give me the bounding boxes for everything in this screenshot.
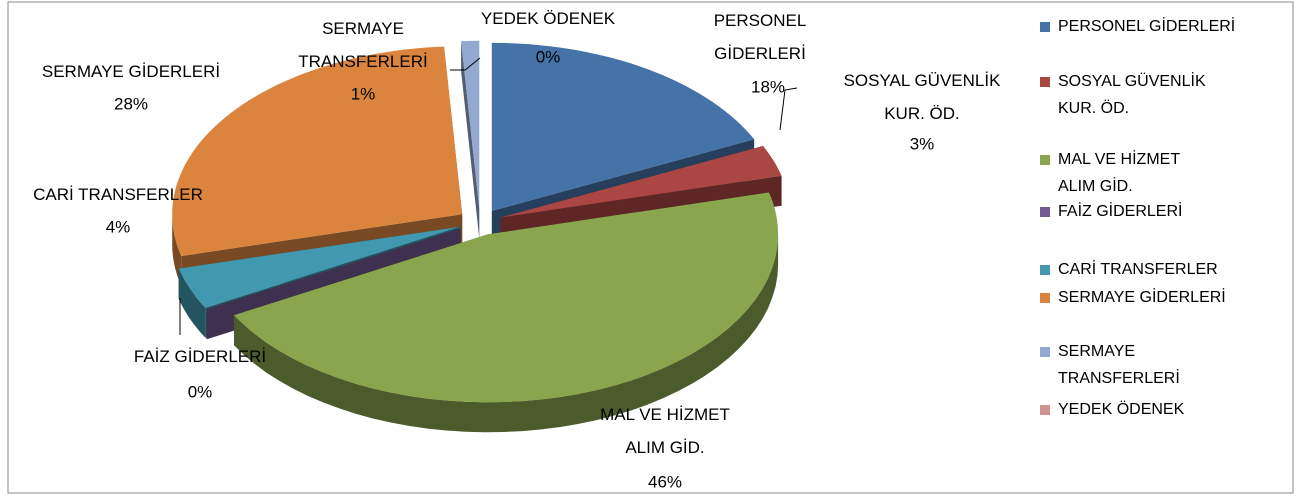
data-label-value: 1%	[351, 84, 376, 103]
legend-swatch	[1040, 207, 1050, 217]
legend-label: MAL VE HİZMET ALIM GİD.	[1058, 149, 1180, 195]
data-label-name: FAİZ GİDERLERİ	[134, 347, 266, 366]
leader-line	[779, 87, 798, 131]
leader-line	[450, 57, 481, 71]
data-label-value: 0%	[188, 382, 213, 401]
data-label-name: SOSYAL GÜVENLİK KUR. ÖD.	[844, 71, 1001, 123]
data-label-name: YEDEK ÖDENEK	[481, 9, 616, 28]
legend-swatch	[1040, 77, 1050, 87]
data-label-name: MAL VE HİZMET ALIM GİD.	[600, 405, 730, 457]
slice	[178, 226, 460, 308]
legend-label: FAİZ GİDERLERİ	[1058, 201, 1182, 220]
data-label-name: PERSONEL GİDERLERİ	[714, 11, 807, 63]
data-label-name: SERMAYE GİDERLERİ	[42, 62, 220, 81]
data-label-name: SERMAYE TRANSFERLERİ	[298, 19, 427, 71]
slice-radial-wall	[461, 41, 480, 239]
data-label-value: 4%	[106, 217, 131, 236]
slice	[172, 46, 463, 256]
legend-label: CARİ TRANSFERLER	[1058, 259, 1218, 278]
data-label-value: 0%	[536, 47, 561, 66]
legend-label: SERMAYE TRANSFERLERİ	[1058, 343, 1180, 387]
slice	[461, 40, 480, 209]
legend-swatch	[1040, 405, 1050, 415]
data-label-name: CARİ TRANSFERLER	[33, 185, 203, 204]
data-label-value: 46%	[648, 472, 682, 491]
legend-swatch	[1040, 265, 1050, 275]
slice-side	[234, 234, 779, 433]
legend-swatch	[1040, 293, 1050, 303]
data-label-value: 3%	[910, 134, 935, 153]
legend-label: SERMAYE GİDERLERİ	[1058, 287, 1226, 306]
legend-swatch	[1040, 347, 1050, 357]
slice	[500, 146, 782, 218]
slice-side	[178, 268, 206, 338]
legend-swatch	[1040, 22, 1050, 32]
data-label-value: 28%	[114, 94, 148, 113]
slice	[491, 42, 755, 211]
legend-swatch	[1040, 155, 1050, 165]
legend-label: PERSONEL GİDERLERİ	[1058, 16, 1235, 35]
legend-label: YEDEK ÖDENEK	[1058, 400, 1185, 418]
data-label-value: 18%	[751, 77, 785, 96]
legend-label: SOSYAL GÜVENLİK KUR. ÖD.	[1058, 71, 1206, 117]
slice	[234, 192, 779, 403]
slice-side	[172, 214, 182, 286]
